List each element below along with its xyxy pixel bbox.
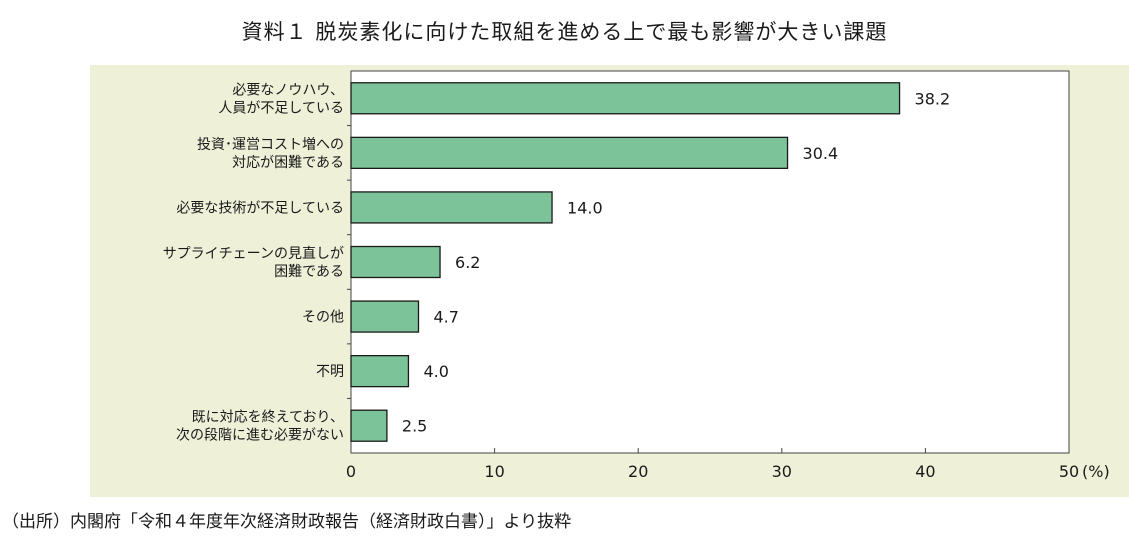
x-tick-label: 0	[346, 462, 356, 481]
bar	[350, 82, 901, 115]
category-label: サプライチェーンの見直しが困難である	[163, 245, 344, 280]
bar	[350, 136, 789, 170]
bar-value-label: 14.0	[567, 198, 603, 217]
bar-value-label: 38.2	[915, 89, 951, 108]
category-label-line: その他	[302, 310, 344, 326]
x-tick-label: 40	[915, 462, 935, 481]
bar-value-label: 4.7	[433, 308, 458, 327]
category-label-line: 困難である	[274, 264, 344, 280]
x-tick-label: 30	[772, 462, 792, 481]
category-label-line: 必要な技術が不足している	[176, 200, 344, 216]
bar	[350, 191, 553, 224]
category-label: 既に対応を終えており、次の段階に進む必要がない	[176, 410, 344, 444]
bar	[350, 354, 410, 388]
category-label: 不明	[316, 364, 344, 380]
bar-value-label: 4.0	[423, 362, 448, 381]
category-label-line: 対応が困難である	[232, 155, 344, 171]
bar-value-label: 2.5	[402, 417, 427, 436]
category-label-line: 次の段階に進む必要がない	[176, 428, 344, 444]
category-label-line: 人員が不足している	[218, 100, 344, 116]
category-label-line: サプライチェーンの見直しが	[163, 245, 344, 262]
bar	[350, 245, 441, 279]
category-label: 必要なノウハウ、人員が不足している	[218, 82, 344, 116]
chart-title: 資料１ 脱炭素化に向けた取組を進める上で最も影響が大きい課題	[241, 20, 888, 44]
category-label: 必要な技術が不足している	[176, 200, 344, 216]
category-label-line: 既に対応を終えており、	[192, 410, 344, 426]
category-label-line: 必要なノウハウ、	[232, 82, 344, 98]
x-tick-label: 50	[1059, 462, 1079, 481]
category-label-line: 不明	[316, 364, 344, 380]
bar-value-label: 6.2	[455, 253, 480, 272]
bar-value-label: 30.4	[803, 144, 839, 163]
bar	[350, 409, 388, 442]
x-tick-label: 10	[484, 462, 504, 481]
category-label: 投資･運営コスト増への対応が困難である	[197, 137, 344, 171]
x-tick-label: 20	[628, 462, 648, 481]
bar	[350, 300, 420, 333]
category-label: その他	[302, 310, 344, 326]
plot-area	[350, 70, 1070, 454]
category-label-line: 投資･運営コスト増への	[197, 137, 344, 153]
source-note: （出所）内閣府「令和４年度年次経済財政報告（経済財政白書）」より抜粋	[2, 512, 572, 532]
x-axis-unit-label: (%)	[1082, 462, 1110, 481]
